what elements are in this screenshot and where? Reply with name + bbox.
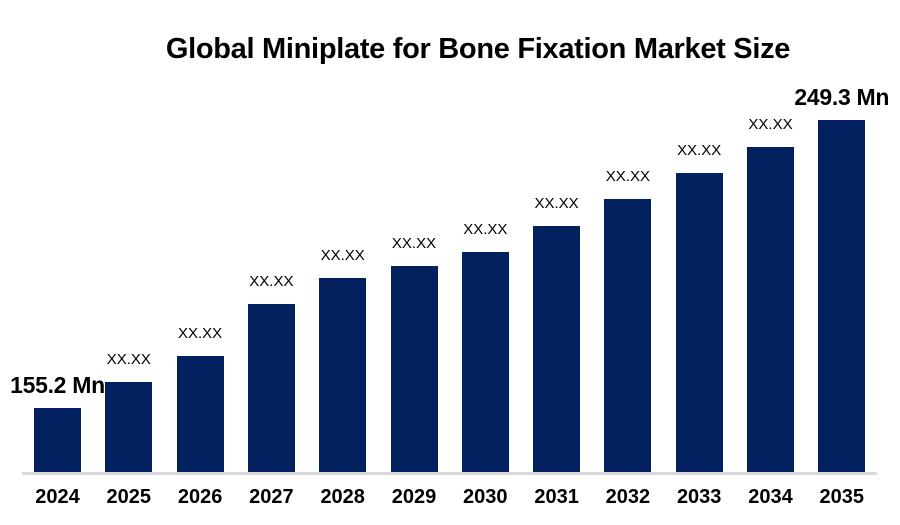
bar-2024 [34, 408, 81, 472]
bar-value-label-2025: XX.XX [106, 351, 151, 368]
bar-2035 [818, 120, 866, 472]
bar-2031 [533, 226, 581, 472]
bar-2026 [176, 356, 224, 472]
bar-value-label-2026: XX.XX [178, 325, 223, 342]
x-axis-label-2028: 2028 [320, 486, 365, 508]
x-axis-label-2029: 2029 [391, 486, 437, 508]
x-axis-label-2034: 2034 [748, 486, 793, 508]
bar-2033 [675, 173, 723, 472]
bar-2027 [247, 304, 295, 472]
bar-2028 [319, 278, 367, 472]
bar-value-label-2028: XX.XX [320, 247, 365, 264]
bar-value-label-2029: XX.XX [391, 235, 437, 252]
x-axis-label-2035: 2035 [819, 486, 865, 508]
bar-value-label-2031: XX.XX [534, 195, 579, 212]
bar-2025 [105, 382, 153, 472]
bar-value-label-2032: XX.XX [605, 168, 650, 185]
x-axis-line [22, 472, 877, 475]
x-axis-label-2031: 2031 [534, 486, 579, 508]
bar-2032 [604, 199, 652, 472]
bar-value-label-2027: XX.XX [249, 273, 294, 290]
bar-value-label-2030: XX.XX [463, 221, 508, 238]
x-axis-label-2027: 2027 [249, 486, 294, 508]
chart-title: Global Miniplate for Bone Fixation Marke… [165, 33, 791, 65]
x-axis-label-2025: 2025 [106, 486, 152, 508]
bar-value-label-2024: 155.2 Mn [10, 372, 105, 398]
x-axis-label-2024: 2024 [35, 486, 80, 508]
x-axis-label-2032: 2032 [605, 486, 651, 508]
bar-2034 [747, 147, 794, 472]
x-axis-label-2026: 2026 [177, 486, 223, 508]
bar-2030 [461, 252, 509, 472]
bar-value-label-2035: 249.3 Mn [794, 84, 890, 110]
bar-value-label-2034: XX.XX [748, 116, 793, 133]
bar-value-label-2033: XX.XX [677, 142, 722, 159]
bar-2029 [390, 266, 438, 472]
x-axis-label-2033: 2033 [676, 486, 722, 508]
x-axis-label-2030: 2030 [463, 486, 508, 508]
